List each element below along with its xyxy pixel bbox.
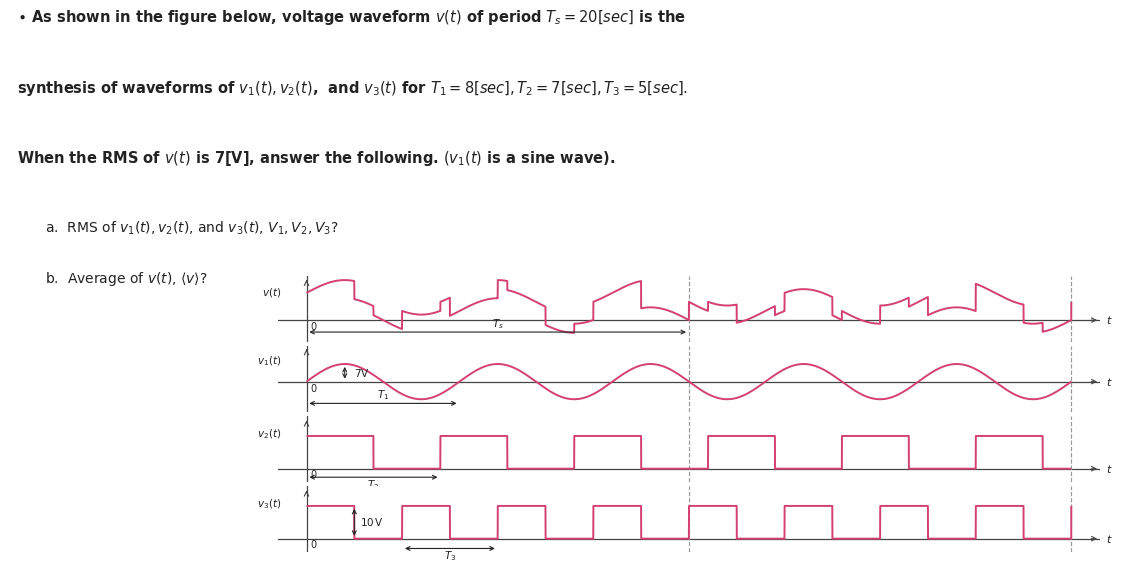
Text: $T_1$: $T_1$ xyxy=(376,388,389,402)
Text: $t$: $t$ xyxy=(1106,314,1112,326)
Text: 0: 0 xyxy=(311,384,316,394)
Text: $\bullet$ As shown in the figure below, voltage waveform $v(t)$ of period $T_s =: $\bullet$ As shown in the figure below, … xyxy=(17,8,686,28)
Text: $7\mathrm{V}$: $7\mathrm{V}$ xyxy=(354,367,370,379)
Text: $v_2(t)$: $v_2(t)$ xyxy=(257,428,281,441)
Text: $v_1(t)$: $v_1(t)$ xyxy=(257,354,281,368)
Text: 0: 0 xyxy=(311,322,316,332)
Text: $t$: $t$ xyxy=(1106,376,1112,388)
Text: $10\,\mathrm{V}$: $10\,\mathrm{V}$ xyxy=(361,516,384,528)
Text: When the RMS of $v(t)$ is 7[V], answer the following. $(v_1(t)$ is a sine wave).: When the RMS of $v(t)$ is 7[V], answer t… xyxy=(17,149,616,168)
Text: 0: 0 xyxy=(311,470,316,480)
Text: $v(t)$: $v(t)$ xyxy=(262,286,281,299)
Text: synthesis of waveforms of $v_1(t), v_2(t)$,  and $v_3(t)$ for $T_1 = 8[sec], T_2: synthesis of waveforms of $v_1(t), v_2(t… xyxy=(17,79,688,98)
Text: b.  Average of $v(t)$, $\langle v \rangle$?: b. Average of $v(t)$, $\langle v \rangle… xyxy=(45,270,208,288)
Text: $t$: $t$ xyxy=(1106,533,1112,544)
Text: $T_2$: $T_2$ xyxy=(367,479,380,492)
Text: 0: 0 xyxy=(311,540,316,549)
Text: $t$: $t$ xyxy=(1106,463,1112,475)
Text: a.  RMS of $v_1(t), v_2(t)$, and $v_3(t)$, $V_1, V_2, V_3$?: a. RMS of $v_1(t), v_2(t)$, and $v_3(t)$… xyxy=(45,220,339,237)
Text: $T_3$: $T_3$ xyxy=(443,549,456,563)
Text: $T_s$: $T_s$ xyxy=(492,317,503,330)
Text: $v_3(t)$: $v_3(t)$ xyxy=(257,498,281,511)
